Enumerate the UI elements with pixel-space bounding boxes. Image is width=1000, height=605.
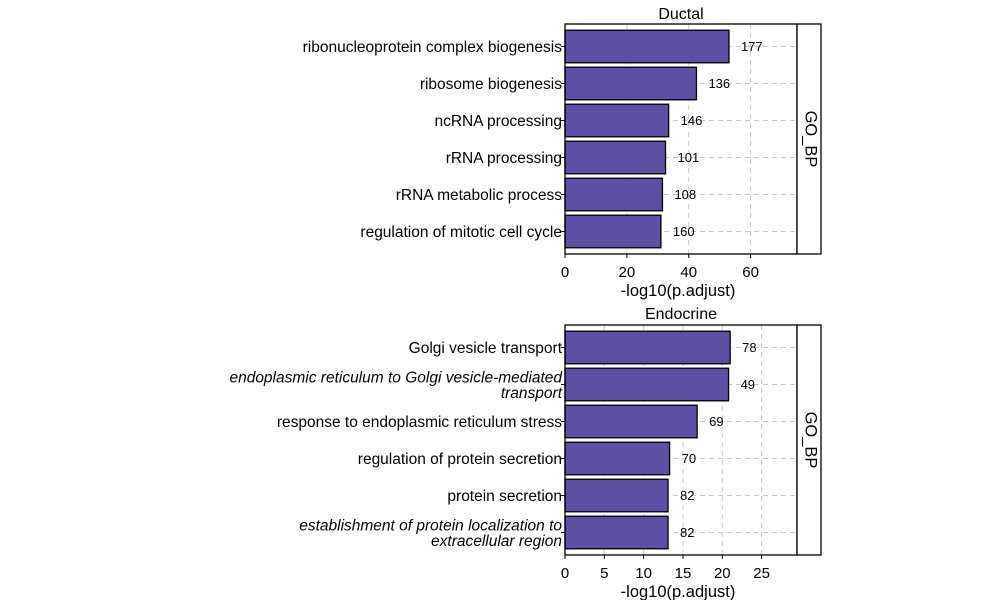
count-label: 177 [741,39,763,54]
x-axis-label: -log10(p.adjust) [621,583,736,600]
count-label: 108 [674,187,696,202]
count-label: 82 [680,488,694,503]
category-label: rRNA processing [446,150,562,167]
bar [564,441,671,476]
category-label: ribosome biogenesis [420,76,562,93]
bar [564,214,662,249]
count-label: 78 [742,340,756,355]
bar [564,177,664,212]
count-label: 82 [680,525,694,540]
bar [564,140,667,175]
x-tick-label: 20 [619,264,636,281]
count-label: 70 [682,451,696,466]
x-tick-label: 5 [600,565,608,582]
category-label: ncRNA processing [434,113,562,130]
count-label: 101 [678,150,700,165]
category-label: endoplasmic reticulum to Golgi vesicle-m… [229,369,563,386]
category-label: regulation of protein secretion [358,451,562,468]
category-label: rRNA metabolic process [396,187,563,204]
x-tick-label: 20 [714,565,731,582]
x-tick-label: 15 [675,565,692,582]
x-tick-label: 40 [680,264,697,281]
count-label: 136 [708,76,730,91]
facet-strip-label: GO_BP [802,111,820,168]
category-label: ribonucleoprotein complex biogenesis [303,39,563,56]
category-label: Golgi vesicle transport [409,340,563,357]
bar [564,367,730,402]
facet-strip [796,324,822,556]
facet-strip [796,23,822,255]
x-tick-label: 10 [635,565,652,582]
count-label: 49 [741,377,755,392]
bar [564,478,669,513]
x-tick-label: 0 [561,264,569,281]
count-label: 69 [709,414,723,429]
category-label: regulation of mitotic cell cycle [360,224,562,241]
bar [564,404,698,439]
bar [564,103,670,138]
bar [564,29,730,64]
x-tick-label: 0 [561,565,569,582]
facet-panel-1: 177 ribonucleoprotein complex biogenesis 1… [303,6,822,300]
panel-title: Endocrine [645,306,717,323]
facet-strip-label: GO_BP [802,412,820,469]
category-label: establishment of protein localization to [299,517,562,534]
x-tick-label: 25 [753,565,770,582]
category-label: extracellular region [431,533,562,550]
bar [564,515,669,550]
category-label: response to endoplasmic reticulum stress [277,414,562,431]
count-label: 146 [681,113,703,128]
bar [564,66,698,101]
bar [564,330,731,365]
count-label: 160 [673,224,695,239]
x-tick-label: 60 [742,264,759,281]
x-axis-label: -log10(p.adjust) [621,282,736,300]
panel-title: Ductal [658,6,703,23]
category-label: transport [501,385,563,402]
category-label: protein secretion [447,488,562,505]
facet-panel-2: 78 Golgi vesicle transport 49 endoplasmic r… [229,306,822,601]
